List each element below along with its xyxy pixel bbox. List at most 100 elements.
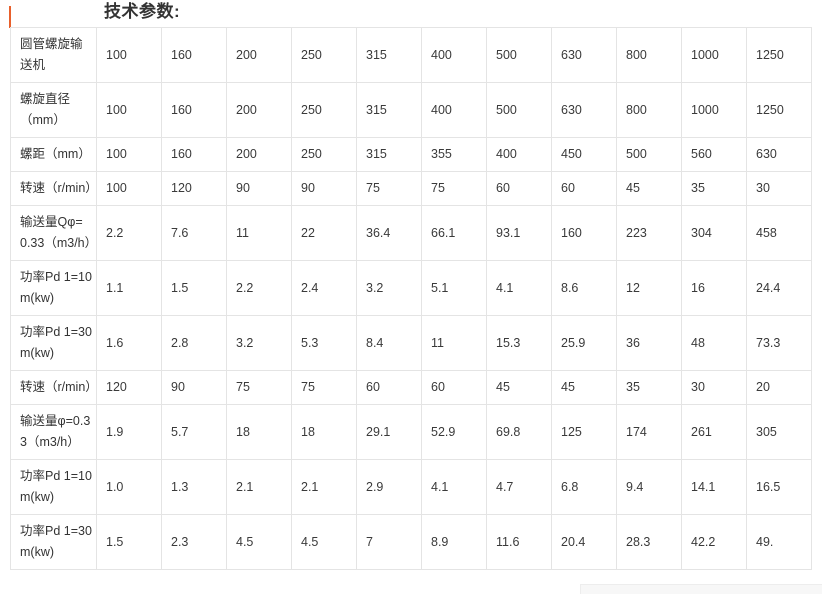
cell-value: 160 [161,137,227,172]
table-row: 螺距（mm） 100 160 200 250 315 355 400 450 500 560 630 [10,137,812,172]
cell-value: 22 [291,205,357,261]
cell-value: 4.5 [226,514,292,570]
cell-value: 35 [616,370,682,405]
cell-value: 2.9 [356,459,422,515]
cell-value: 1000 [681,82,747,138]
cell-value: 250 [291,82,357,138]
cell-value: 125 [551,404,617,460]
cell-value: 304 [681,205,747,261]
cell-value: 200 [226,27,292,83]
cell-value: 45 [616,171,682,206]
cell-value: 90 [226,171,292,206]
cell-value: 4.1 [421,459,487,515]
cell-value: 2.2 [226,260,292,316]
cell-value: 2.2 [96,205,162,261]
cell-value: 60 [356,370,422,405]
cell-value: 16 [681,260,747,316]
cell-value: 60 [421,370,487,405]
cell-value: 500 [486,27,552,83]
cell-value: 75 [421,171,487,206]
cell-value: 8.6 [551,260,617,316]
cell-value: 29.1 [356,404,422,460]
table-row: 功率Pd 1=10m(kw) 1.1 1.5 2.2 2.4 3.2 5.1 4.1 8.6 12… [10,260,812,316]
cell-value: 4.7 [486,459,552,515]
cell-value: 75 [356,171,422,206]
cell-value: 9.4 [616,459,682,515]
cell-value: 5.3 [291,315,357,371]
row-label: 功率Pd 1=10m(kw) [10,459,97,515]
table-body: 圆管螺旋输送机 100 160 200 250 315 400 500 630 800 1000 12… [10,27,812,570]
cell-value: 2.3 [161,514,227,570]
cell-value: 1250 [746,27,812,83]
cell-value: 16.5 [746,459,812,515]
cell-value: 90 [291,171,357,206]
cell-value: 18 [291,404,357,460]
table-row: 功率Pd 1=30m(kw) 1.6 2.8 3.2 5.3 8.4 11 15.3 25.9 3… [10,315,812,371]
cell-value: 15.3 [486,315,552,371]
cell-value: 560 [681,137,747,172]
table-row: 输送量φ=0.33（m3/h） 1.9 5.7 18 18 29.1 52.9 69.8 125… [10,404,812,460]
table-row: 螺旋直径（mm） 100 160 200 250 315 400 500 630 800 1000 1… [10,82,812,138]
cell-value: 35 [681,171,747,206]
cell-value: 160 [161,82,227,138]
cell-value: 261 [681,404,747,460]
cell-value: 1.6 [96,315,162,371]
cell-value: 355 [421,137,487,172]
cell-value: 630 [551,82,617,138]
cell-value: 60 [486,171,552,206]
cell-value: 1.9 [96,404,162,460]
cell-value: 250 [291,27,357,83]
row-label: 螺距（mm） [10,137,97,172]
cell-value: 7 [356,514,422,570]
cell-value: 1.3 [161,459,227,515]
cell-value: 36 [616,315,682,371]
table-row: 输送量Qφ=0.33（m3/h） 2.2 7.6 11 22 36.4 66.1 93.1 16… [10,205,812,261]
cell-value: 5.1 [421,260,487,316]
table-row: 功率Pd 1=10m(kw) 1.0 1.3 2.1 2.1 2.9 4.1 4.7 6.8 9.… [10,459,812,515]
technical-parameters-table: 圆管螺旋输送机 100 160 200 250 315 400 500 630 800 1000 12… [10,27,812,570]
cell-value: 100 [96,27,162,83]
cell-value: 90 [161,370,227,405]
cell-value: 25.9 [551,315,617,371]
cell-value: 49. [746,514,812,570]
cell-value: 30 [746,171,812,206]
row-label: 转速（r/min） [10,171,98,206]
cell-value: 7.6 [161,205,227,261]
cell-value: 2.4 [291,260,357,316]
cell-value: 6.8 [551,459,617,515]
cell-value: 73.3 [746,315,812,371]
cell-value: 4.5 [291,514,357,570]
cell-value: 400 [421,27,487,83]
cell-value: 400 [486,137,552,172]
cell-value: 1250 [746,82,812,138]
row-label: 转速（r/min） [10,370,98,405]
row-label: 功率Pd 1=30m(kw) [10,315,97,371]
cell-value: 8.4 [356,315,422,371]
cell-value: 450 [551,137,617,172]
cell-value: 315 [356,27,422,83]
cell-value: 75 [226,370,292,405]
cell-value: 5.7 [161,404,227,460]
cell-value: 400 [421,82,487,138]
cell-value: 174 [616,404,682,460]
cell-value: 2.1 [226,459,292,515]
row-label: 圆管螺旋输送机 [10,27,97,83]
cell-value: 1000 [681,27,747,83]
cell-value: 200 [226,137,292,172]
left-accent-marker [9,6,11,28]
cell-value: 20.4 [551,514,617,570]
cell-value: 120 [96,370,162,405]
cell-value: 8.9 [421,514,487,570]
row-label: 螺旋直径（mm） [10,82,97,138]
row-label: 输送量φ=0.33（m3/h） [10,404,97,460]
cell-value: 18 [226,404,292,460]
cell-value: 75 [291,370,357,405]
cell-value: 24.4 [746,260,812,316]
table-row: 转速（r/min） 120 90 75 75 60 60 45 45 35 30 20 [10,370,812,405]
cell-value: 42.2 [681,514,747,570]
cell-value: 4.1 [486,260,552,316]
cell-value: 1.1 [96,260,162,316]
cell-value: 28.3 [616,514,682,570]
cell-value: 93.1 [486,205,552,261]
cell-value: 11 [421,315,487,371]
